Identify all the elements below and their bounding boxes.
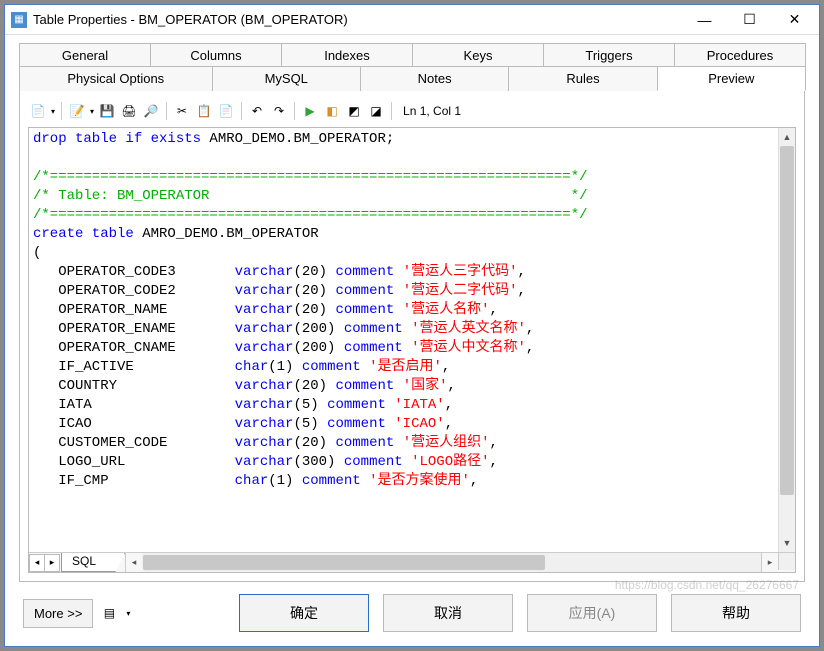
- ok-button[interactable]: 确定: [239, 594, 369, 632]
- find-icon[interactable]: 🔎: [141, 101, 161, 121]
- paste-icon[interactable]: 📄: [216, 101, 236, 121]
- new-icon[interactable]: 📝: [67, 101, 87, 121]
- tab-preview[interactable]: Preview: [657, 66, 806, 91]
- undo-icon[interactable]: ↶: [247, 101, 267, 121]
- sql-tab[interactable]: SQL: [61, 553, 125, 572]
- option1-icon[interactable]: ◧: [322, 101, 342, 121]
- cursor-status: Ln 1, Col 1: [403, 104, 461, 118]
- tabs-row-1: General Columns Indexes Keys Triggers Pr…: [19, 43, 805, 67]
- tabs-row-2: Physical Options MySQL Notes Rules Previ…: [19, 66, 805, 91]
- scroll-up-icon[interactable]: ▲: [779, 128, 795, 145]
- dropdown-icon[interactable]: ▾: [125, 609, 131, 618]
- scroll-thumb[interactable]: [780, 146, 794, 495]
- tab-mysql[interactable]: MySQL: [212, 66, 361, 91]
- close-button[interactable]: ✕: [772, 6, 817, 34]
- editor-toolbar: 📄▾ 📝▾ 💾 🖨 🔎 ✂ 📋 📄 ↶ ↷ ▶ ◧ ◩ ◪ Ln 1,: [28, 99, 796, 127]
- tab-triggers[interactable]: Triggers: [543, 43, 675, 67]
- vertical-scrollbar[interactable]: ▲ ▼: [778, 128, 795, 552]
- hscroll-thumb[interactable]: [143, 555, 545, 570]
- tab-rules[interactable]: Rules: [508, 66, 657, 91]
- option3-icon[interactable]: ◪: [366, 101, 386, 121]
- cancel-button[interactable]: 取消: [383, 594, 513, 632]
- cut-icon[interactable]: ✂: [172, 101, 192, 121]
- maximize-button[interactable]: ☐: [727, 6, 772, 34]
- content-area: General Columns Indexes Keys Triggers Pr…: [5, 35, 819, 646]
- tab-physical-options[interactable]: Physical Options: [19, 66, 213, 91]
- dialog-window: ▦ Table Properties - BM_OPERATOR (BM_OPE…: [4, 4, 820, 647]
- more-button[interactable]: More >>: [23, 599, 93, 628]
- scroll-down-icon[interactable]: ▼: [779, 535, 795, 552]
- dropdown-icon[interactable]: ▾: [50, 107, 56, 116]
- tab-columns[interactable]: Columns: [150, 43, 282, 67]
- tab-procedures[interactable]: Procedures: [674, 43, 806, 67]
- titlebar: ▦ Table Properties - BM_OPERATOR (BM_OPE…: [5, 5, 819, 35]
- tab-nav: ◂ ▸: [29, 553, 59, 572]
- scroll-corner: [778, 553, 795, 570]
- more-dropdown-icon[interactable]: ▤: [99, 603, 119, 623]
- minimize-button[interactable]: —: [682, 6, 727, 34]
- print-icon[interactable]: 🖨: [119, 101, 139, 121]
- open-icon[interactable]: 📄: [28, 101, 48, 121]
- tab-prev-icon[interactable]: ◂: [29, 554, 45, 572]
- dropdown-icon[interactable]: ▾: [89, 107, 95, 116]
- editor-frame: drop table if exists AMRO_DEMO.BM_OPERAT…: [28, 127, 796, 573]
- apply-button[interactable]: 应用(A): [527, 594, 657, 632]
- copy-icon[interactable]: 📋: [194, 101, 214, 121]
- scroll-right-icon[interactable]: ▸: [761, 553, 778, 572]
- preview-panel: 📄▾ 📝▾ 💾 🖨 🔎 ✂ 📋 📄 ↶ ↷ ▶ ◧ ◩ ◪ Ln 1,: [19, 90, 805, 582]
- redo-icon[interactable]: ↷: [269, 101, 289, 121]
- horizontal-scrollbar[interactable]: ◂ ▸: [125, 553, 778, 572]
- run-icon[interactable]: ▶: [300, 101, 320, 121]
- code-area[interactable]: drop table if exists AMRO_DEMO.BM_OPERAT…: [29, 128, 778, 552]
- editor-bottom-bar: ◂ ▸ SQL ◂ ▸: [29, 552, 795, 572]
- window-title: Table Properties - BM_OPERATOR (BM_OPERA…: [33, 12, 682, 27]
- button-row: More >> ▤ ▾ 确定 取消 应用(A) 帮助: [19, 582, 805, 636]
- tab-keys[interactable]: Keys: [412, 43, 544, 67]
- option2-icon[interactable]: ◩: [344, 101, 364, 121]
- tab-next-icon[interactable]: ▸: [44, 554, 60, 572]
- tab-general[interactable]: General: [19, 43, 151, 67]
- tab-notes[interactable]: Notes: [360, 66, 509, 91]
- help-button[interactable]: 帮助: [671, 594, 801, 632]
- scroll-left-icon[interactable]: ◂: [125, 553, 142, 572]
- save-icon[interactable]: 💾: [97, 101, 117, 121]
- app-icon: ▦: [11, 12, 27, 28]
- tab-indexes[interactable]: Indexes: [281, 43, 413, 67]
